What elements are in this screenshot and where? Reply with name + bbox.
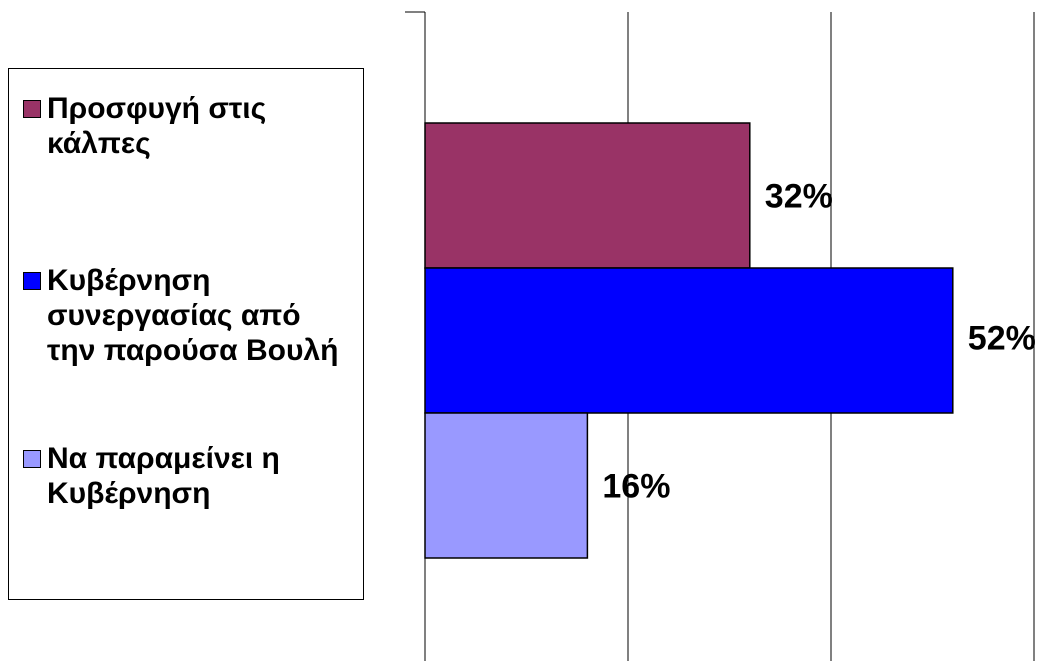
data-label: 32%: [765, 177, 833, 215]
data-label: 52%: [968, 319, 1036, 357]
legend-entry: Κυβέρνηση συνεργασίας από την παρούσα Βο…: [23, 263, 353, 368]
legend-label: Κυβέρνηση συνεργασίας από την παρούσα Βο…: [47, 264, 339, 367]
legend-swatch: [23, 100, 41, 118]
data-label: 16%: [602, 467, 670, 505]
legend-entry: Προσφυγή στις κάλπες: [23, 91, 353, 161]
legend-swatch: [23, 450, 41, 468]
bar: [424, 267, 954, 414]
bar: [424, 122, 751, 269]
legend-label: Να παραμείνει η Κυβέρνηση: [47, 442, 280, 510]
legend-label: Προσφυγή στις κάλπες: [47, 92, 267, 160]
legend-swatch: [23, 272, 41, 290]
legend: Προσφυγή στις κάλπες Κυβέρνηση συνεργασία…: [8, 68, 364, 600]
bar: [424, 412, 589, 559]
legend-entry: Να παραμείνει η Κυβέρνηση: [23, 441, 353, 511]
